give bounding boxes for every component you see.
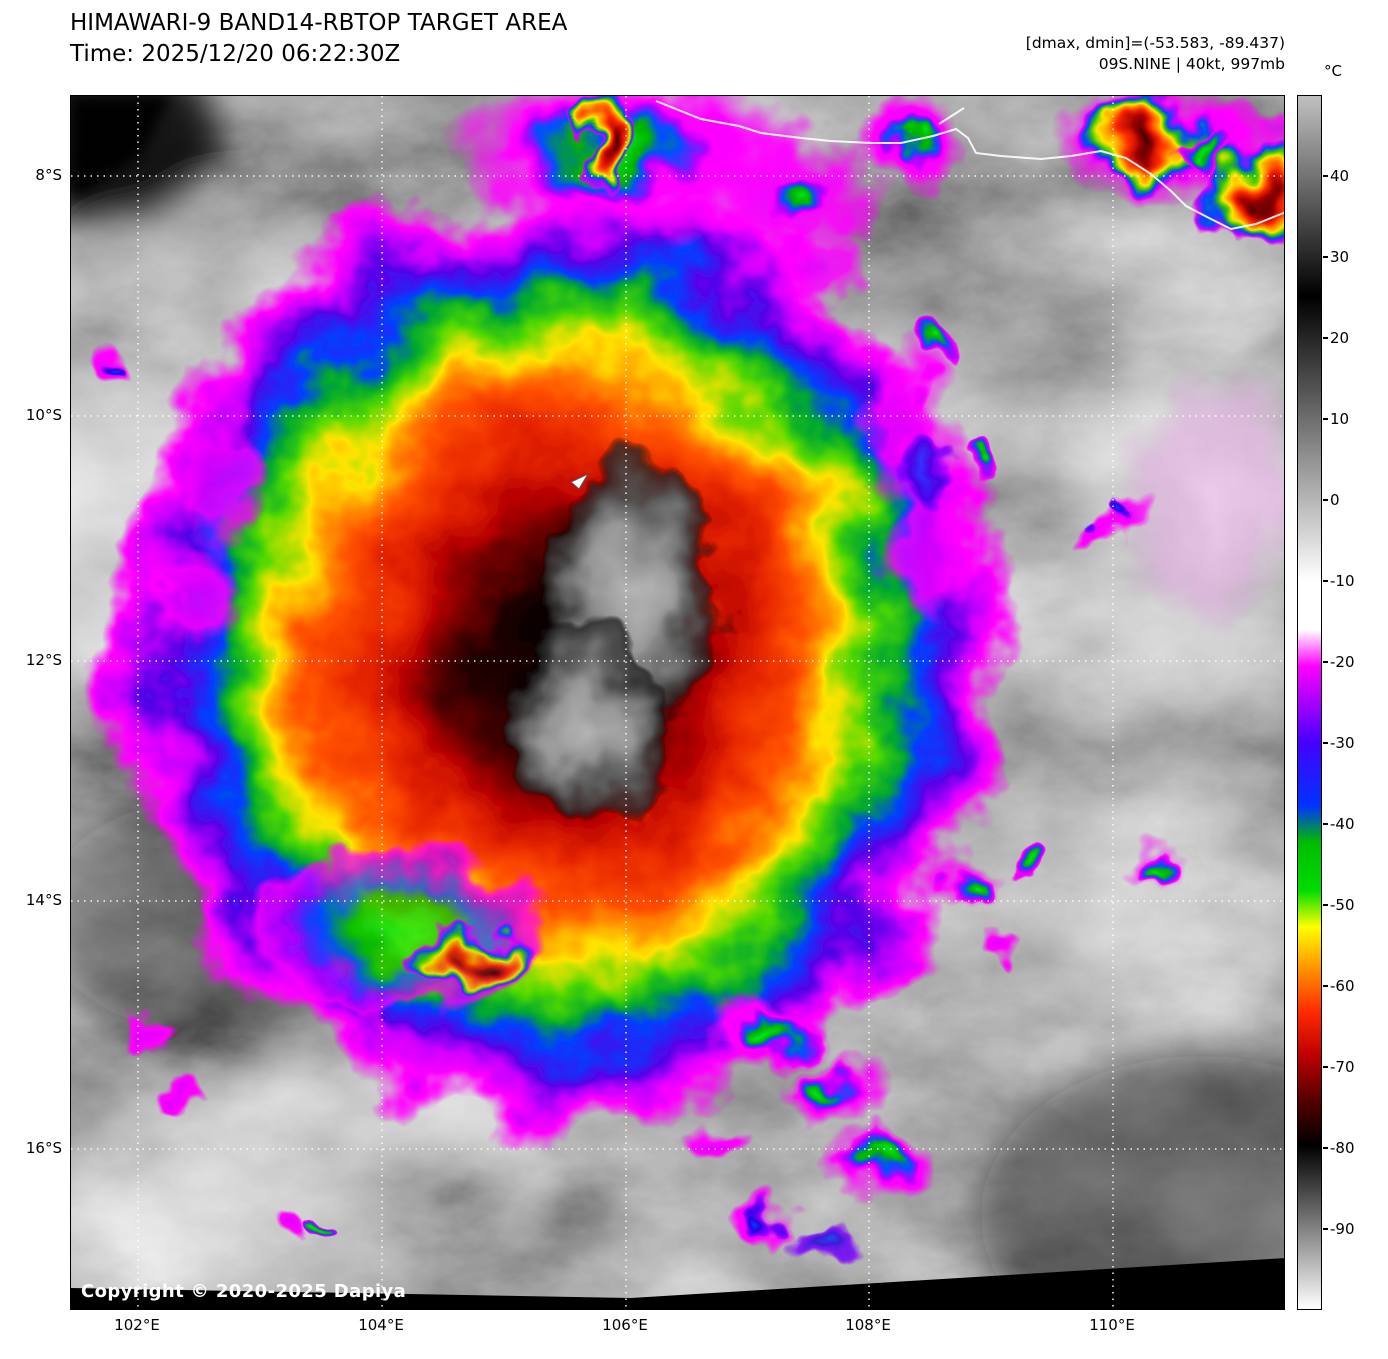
lon-label-110e: 110°E — [1089, 1316, 1135, 1334]
colorbar-tick: 20 — [1322, 329, 1350, 347]
header-stats: [dmax, dmin]=(-53.583, -89.437) 09S.NINE… — [1026, 33, 1285, 75]
lon-label-104e: 104°E — [358, 1316, 404, 1334]
lon-label-108e: 108°E — [845, 1316, 891, 1334]
colorbar-tick: -50 — [1323, 896, 1355, 914]
lon-label-102e: 102°E — [114, 1316, 160, 1334]
colorbar-tick: 10 — [1322, 410, 1350, 428]
page-title: HIMAWARI-9 BAND14-RBTOP TARGET AREA — [70, 10, 568, 36]
colorbar-tick: -90 — [1323, 1220, 1355, 1238]
scattered-convection — [98, 96, 1284, 1268]
satellite-image — [71, 96, 1284, 1309]
colorbar-tick: -70 — [1323, 1058, 1355, 1076]
colorbar-tick: -60 — [1323, 977, 1355, 995]
storm-center-marker — [570, 472, 590, 490]
no-data-regions — [71, 96, 1284, 1309]
lon-label-106e: 106°E — [602, 1316, 648, 1334]
colorbar-tick: -10 — [1323, 572, 1355, 590]
cyclone-banding — [131, 341, 971, 1016]
colorbar-tick: 40 — [1322, 167, 1350, 185]
storm-readout: 09S.NINE | 40kt, 997mb — [1098, 55, 1285, 73]
colorbar-tick: -30 — [1323, 734, 1355, 752]
gridlines — [71, 96, 1284, 1309]
colorbar-tick: 0 — [1323, 491, 1340, 509]
lat-label-14s: 14°S — [25, 891, 62, 909]
coastline — [655, 100, 1284, 231]
colorbar-tick: -20 — [1323, 653, 1355, 671]
dmax-dmin-readout: [dmax, dmin]=(-53.583, -89.437) — [1025, 34, 1285, 52]
timestamp-label: Time: 2025/12/20 06:22:30Z — [70, 41, 401, 67]
colorbar-unit-label: °C — [1324, 62, 1342, 80]
copyright-label: Copyright © 2020-2025 Dapiya — [81, 1281, 407, 1302]
colorbar-tick: 30 — [1322, 248, 1350, 266]
lat-label-12s: 12°S — [25, 651, 62, 669]
lat-label-10s: 10°S — [25, 406, 62, 424]
lat-label-8s: 8°S — [35, 166, 62, 184]
colorbar-tick: -40 — [1323, 815, 1355, 833]
satellite-map-panel: Copyright © 2020-2025 Dapiya — [70, 95, 1285, 1310]
lat-label-16s: 16°S — [25, 1139, 62, 1157]
temperature-colorbar — [1297, 95, 1322, 1310]
colorbar-tick: -80 — [1323, 1139, 1355, 1157]
